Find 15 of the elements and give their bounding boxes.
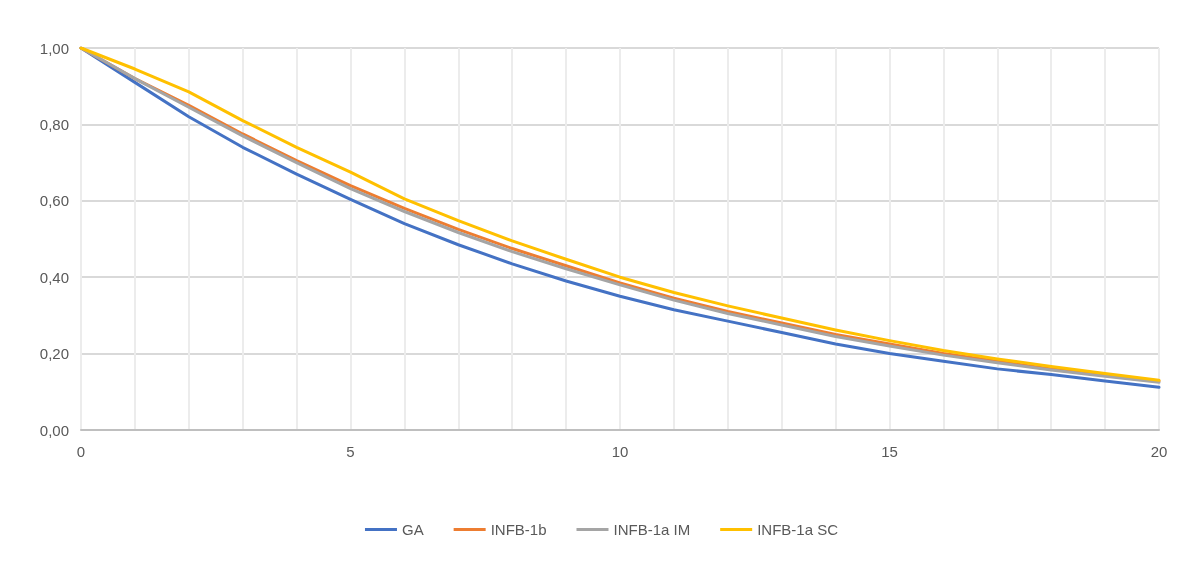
y-tick-label: 0,20 [39, 345, 69, 363]
x-tick-label: 20 [1150, 443, 1168, 460]
legend-label: INFB-1a IM [613, 521, 691, 538]
y-tick-label: 0,40 [39, 268, 69, 286]
y-tick-label: 0,80 [39, 115, 69, 133]
x-tick-label: 15 [881, 443, 898, 460]
x-tick-label: 0 [76, 443, 86, 460]
y-tick-label: 1,00 [39, 39, 69, 57]
x-tick-label: 10 [611, 443, 629, 460]
y-tick-label: 0,00 [39, 421, 69, 439]
x-tick-label: 5 [346, 443, 355, 460]
y-tick-label: 0,60 [39, 192, 69, 210]
legend-label: GA [401, 521, 424, 538]
legend-label: INFB-1a SC [757, 521, 839, 538]
legend-label: INFB-1b [490, 521, 547, 538]
